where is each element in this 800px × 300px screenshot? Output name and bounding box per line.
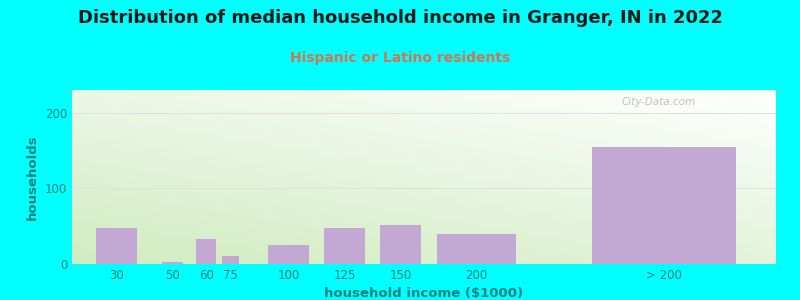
Bar [96,228,138,264]
Text: City-Data.com: City-Data.com [621,97,695,107]
Bar [162,262,183,264]
Text: Hispanic or Latino residents: Hispanic or Latino residents [290,51,510,65]
Bar [592,147,736,264]
Bar [324,228,366,264]
X-axis label: household income ($1000): household income ($1000) [325,287,523,300]
Text: Distribution of median household income in Granger, IN in 2022: Distribution of median household income … [78,9,722,27]
Bar [438,234,515,264]
Bar [196,239,216,264]
Bar [268,245,310,264]
Bar [222,256,239,264]
Bar [380,225,421,264]
Y-axis label: households: households [26,134,39,220]
